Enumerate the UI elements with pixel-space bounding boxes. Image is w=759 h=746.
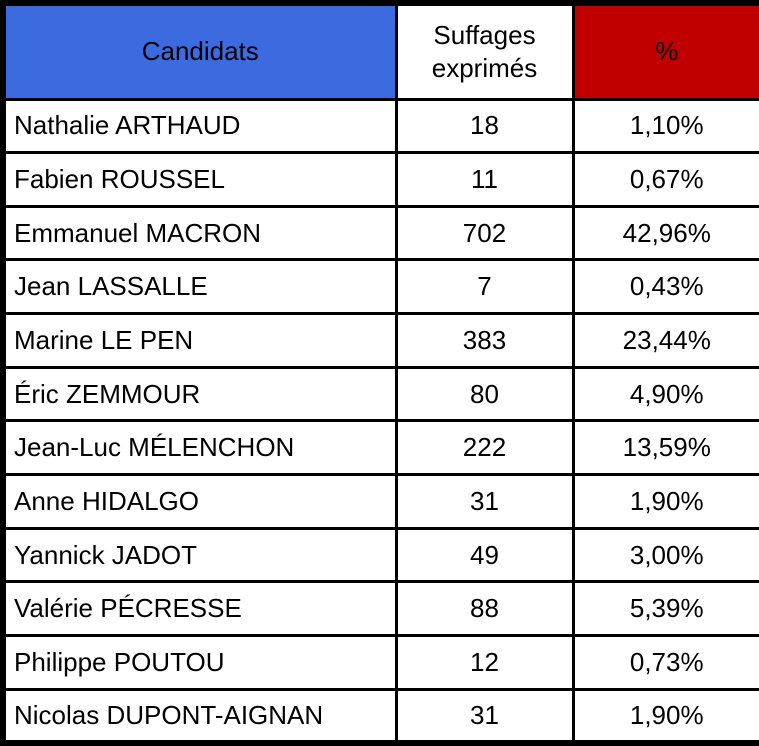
- votes-value: 49: [394, 526, 575, 584]
- table-row: Anne HIDALGO 31 1,90%: [1, 473, 759, 530]
- candidate-name: Emmanuel MACRON: [1, 204, 398, 262]
- header-suffrages-exprimes: Suffages exprimés: [394, 1, 575, 101]
- percent-value: 13,59%: [571, 419, 759, 477]
- votes-value: 31: [394, 473, 575, 530]
- candidate-name: Valérie PÉCRESSE: [1, 580, 398, 638]
- percent-value: 42,96%: [571, 204, 759, 262]
- table-row: Fabien ROUSSEL 11 0,67%: [1, 151, 759, 208]
- candidate-name: Fabien ROUSSEL: [1, 151, 398, 208]
- votes-value: 11: [394, 151, 575, 208]
- table-row: Jean LASSALLE 7 0,43%: [1, 258, 759, 316]
- table-row: Marine LE PEN 383 23,44%: [1, 312, 759, 369]
- percent-value: 0,67%: [571, 151, 759, 208]
- candidate-name: Nathalie ARTHAUD: [1, 97, 398, 155]
- votes-value: 702: [394, 204, 575, 262]
- candidate-name: Anne HIDALGO: [1, 473, 398, 530]
- candidate-name: Marine LE PEN: [1, 312, 398, 369]
- candidate-name: Nicolas DUPONT-AIGNAN: [1, 687, 398, 745]
- percent-value: 1,90%: [571, 473, 759, 530]
- candidate-name: Jean-Luc MÉLENCHON: [1, 419, 398, 477]
- table-body: Nathalie ARTHAUD 18 1,10% Fabien ROUSSEL 11 0…: [1, 97, 759, 745]
- percent-value: 0,73%: [571, 634, 759, 691]
- votes-value: 80: [394, 365, 575, 423]
- table-row: Jean-Luc MÉLENCHON 222 13,59%: [1, 419, 759, 477]
- header-candidats: Candidats: [1, 1, 398, 101]
- percent-value: 1,10%: [571, 97, 759, 155]
- table-row: Valérie PÉCRESSE 88 5,39%: [1, 580, 759, 638]
- percent-value: 5,39%: [571, 580, 759, 638]
- votes-value: 383: [394, 312, 575, 369]
- table-row: Yannick JADOT 49 3,00%: [1, 526, 759, 584]
- votes-value: 7: [394, 258, 575, 316]
- candidate-name: Éric ZEMMOUR: [1, 365, 398, 423]
- header-percent: %: [571, 1, 759, 101]
- header-row: Candidats Suffages exprimés %: [1, 1, 759, 101]
- votes-value: 31: [394, 687, 575, 745]
- percent-value: 1,90%: [571, 687, 759, 745]
- votes-value: 88: [394, 580, 575, 638]
- table-row: Philippe POUTOU 12 0,73%: [1, 634, 759, 691]
- votes-value: 12: [394, 634, 575, 691]
- percent-value: 23,44%: [571, 312, 759, 369]
- table-row: Nathalie ARTHAUD 18 1,10%: [1, 97, 759, 155]
- percent-value: 0,43%: [571, 258, 759, 316]
- table-row: Nicolas DUPONT-AIGNAN 31 1,90%: [1, 687, 759, 745]
- votes-value: 222: [394, 419, 575, 477]
- table-row: Éric ZEMMOUR 80 4,90%: [1, 365, 759, 423]
- candidate-name: Jean LASSALLE: [1, 258, 398, 316]
- percent-value: 4,90%: [571, 365, 759, 423]
- table-row: Emmanuel MACRON 702 42,96%: [1, 204, 759, 262]
- candidate-name: Philippe POUTOU: [1, 634, 398, 691]
- percent-value: 3,00%: [571, 526, 759, 584]
- candidate-name: Yannick JADOT: [1, 526, 398, 584]
- votes-value: 18: [394, 97, 575, 155]
